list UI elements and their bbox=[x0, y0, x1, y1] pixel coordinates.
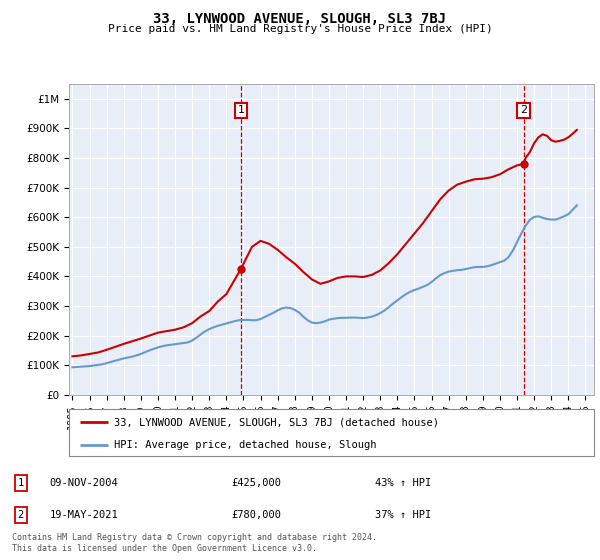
Text: 19-MAY-2021: 19-MAY-2021 bbox=[49, 510, 118, 520]
Text: Contains HM Land Registry data © Crown copyright and database right 2024.
This d: Contains HM Land Registry data © Crown c… bbox=[12, 533, 377, 553]
Text: 1: 1 bbox=[238, 105, 244, 115]
Text: 09-NOV-2004: 09-NOV-2004 bbox=[49, 478, 118, 488]
Text: 33, LYNWOOD AVENUE, SLOUGH, SL3 7BJ: 33, LYNWOOD AVENUE, SLOUGH, SL3 7BJ bbox=[154, 12, 446, 26]
Text: 33, LYNWOOD AVENUE, SLOUGH, SL3 7BJ (detached house): 33, LYNWOOD AVENUE, SLOUGH, SL3 7BJ (det… bbox=[113, 417, 439, 427]
Text: £780,000: £780,000 bbox=[231, 510, 281, 520]
Text: HPI: Average price, detached house, Slough: HPI: Average price, detached house, Slou… bbox=[113, 440, 376, 450]
Text: Price paid vs. HM Land Registry's House Price Index (HPI): Price paid vs. HM Land Registry's House … bbox=[107, 24, 493, 34]
Text: 2: 2 bbox=[17, 510, 24, 520]
Text: 43% ↑ HPI: 43% ↑ HPI bbox=[375, 478, 431, 488]
Text: 1: 1 bbox=[17, 478, 24, 488]
Text: 37% ↑ HPI: 37% ↑ HPI bbox=[375, 510, 431, 520]
Text: 2: 2 bbox=[520, 105, 527, 115]
Text: £425,000: £425,000 bbox=[231, 478, 281, 488]
